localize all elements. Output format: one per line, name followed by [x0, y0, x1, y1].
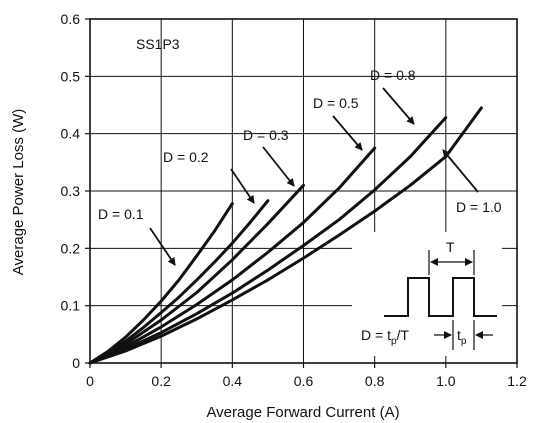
duty-cycle-inset: T D = tp/T tp [352, 232, 502, 356]
device-label: SS1P3 [136, 36, 180, 52]
series-label-d10: D = 1.0 [456, 199, 502, 215]
pulse-width-main: t [457, 327, 461, 343]
duty-formula-sub: p [391, 336, 397, 347]
pulse-width-sub: p [461, 336, 467, 347]
x-tick-label: 1.0 [436, 373, 456, 389]
series-line-03 [88, 183, 305, 365]
series-arrow-d10 [442, 149, 479, 193]
x-tick-label: 1.2 [507, 373, 527, 389]
series-label-d02: D = 0.2 [163, 149, 209, 165]
series-label-d01: D = 0.1 [98, 206, 144, 222]
duty-formula-main: D = t [361, 327, 391, 343]
series-arrow-d02 [230, 168, 255, 204]
duty-formula-tail: /T [397, 327, 410, 343]
series-label-d08: D = 0.8 [370, 67, 416, 83]
series-labels: D = 0.1 D = 0.2 D = 0.3 D = 0.5 D = 0.8 … [98, 67, 502, 266]
x-tick-label: 0.6 [294, 373, 314, 389]
y-tick-label: 0 [72, 355, 80, 371]
series-label-d05: D = 0.5 [313, 95, 359, 111]
series-label-d03: D = 0.3 [243, 127, 289, 143]
period-label: T [446, 239, 455, 255]
grid [90, 19, 517, 363]
y-tick-label: 0.1 [61, 298, 81, 314]
y-tick-label: 0.2 [61, 240, 81, 256]
series-arrow-d03 [262, 146, 295, 187]
series-line-08 [88, 116, 448, 365]
x-tick-label: 0.4 [223, 373, 243, 389]
series-lines [88, 106, 483, 365]
axis-ticks: 0 0.2 0.4 0.6 0.8 1.0 1.2 0 0.1 0.2 0.3 0.4 0.5 0.6 [61, 11, 527, 389]
x-tick-label: 0.8 [365, 373, 385, 389]
x-tick-label: 0 [86, 373, 94, 389]
x-tick-label: 0.2 [151, 373, 171, 389]
y-tick-label: 0.5 [61, 68, 81, 84]
series-line-10 [88, 106, 483, 365]
series-arrow-d08 [382, 87, 415, 125]
duty-formula: D = tp/T [361, 327, 409, 347]
series-arrow-d01 [149, 227, 176, 266]
y-axis-title: Average Power Loss (W) [10, 109, 27, 275]
y-tick-label: 0.3 [61, 183, 81, 199]
y-tick-label: 0.4 [61, 126, 81, 142]
series-arrow-d05 [332, 115, 363, 151]
series-line-02 [88, 199, 270, 365]
series-line-01 [88, 202, 234, 365]
y-tick-label: 0.6 [61, 11, 81, 27]
series-line-05 [88, 146, 377, 365]
x-axis-title: Average Forward Current (A) [206, 404, 399, 421]
pulse-width-label: tp [457, 327, 467, 347]
pulse-waveform [384, 277, 497, 317]
